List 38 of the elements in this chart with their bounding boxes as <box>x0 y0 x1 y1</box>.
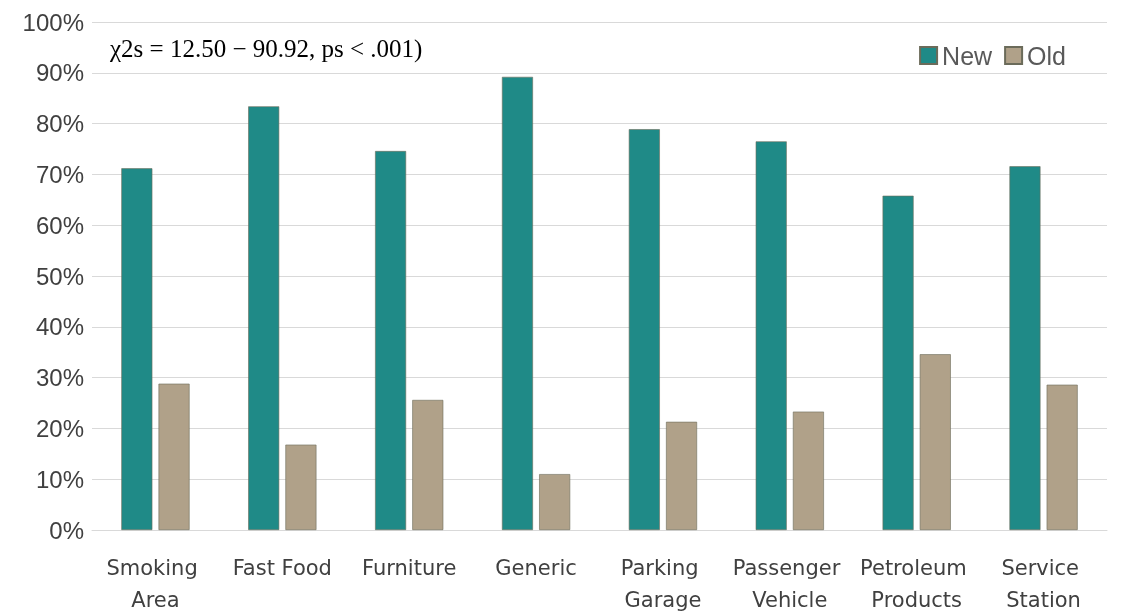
bar <box>792 411 824 530</box>
y-tick-label: 40% <box>35 313 84 341</box>
y-tick-label: 100% <box>22 8 84 36</box>
bar <box>919 354 951 530</box>
bar <box>285 444 317 530</box>
bar <box>121 168 153 530</box>
bar <box>882 195 914 530</box>
x-tick-label: Petroleum Products <box>860 556 974 612</box>
x-tick-label: Service Station <box>1001 556 1086 612</box>
bar <box>501 76 533 530</box>
legend-label: Old <box>1027 41 1066 70</box>
y-tick-label: 0% <box>49 516 84 544</box>
bar <box>1009 166 1041 530</box>
bar <box>755 141 787 530</box>
y-tick-label: 20% <box>35 414 84 442</box>
y-tick-label: 50% <box>35 262 84 290</box>
y-tick-label: 80% <box>35 110 84 138</box>
bar <box>539 474 571 530</box>
y-tick-label: 10% <box>35 465 84 493</box>
y-tick-label: 70% <box>35 160 84 188</box>
x-tick-label: Passenger Vehicle <box>732 556 847 612</box>
bar <box>375 151 407 530</box>
x-tick-label: Smoking Area <box>106 556 205 612</box>
bar <box>628 129 660 530</box>
bar <box>1046 384 1078 530</box>
legend-label: New <box>942 41 994 70</box>
x-tick-label: Furniture <box>362 556 457 580</box>
y-tick-label: 30% <box>35 364 84 392</box>
x-tick-label: Fast Food <box>232 556 332 580</box>
annotation: χ2s = 12.50 − 90.92, ps < .001) <box>109 35 423 63</box>
y-tick-label: 60% <box>35 211 84 239</box>
x-tick-label: Parking Garage <box>620 556 706 612</box>
bar <box>158 383 190 530</box>
bar <box>412 399 444 530</box>
bar <box>248 106 280 530</box>
y-tick-label: 90% <box>35 59 84 87</box>
bar <box>666 421 698 530</box>
x-tick-label: Generic <box>495 556 577 580</box>
